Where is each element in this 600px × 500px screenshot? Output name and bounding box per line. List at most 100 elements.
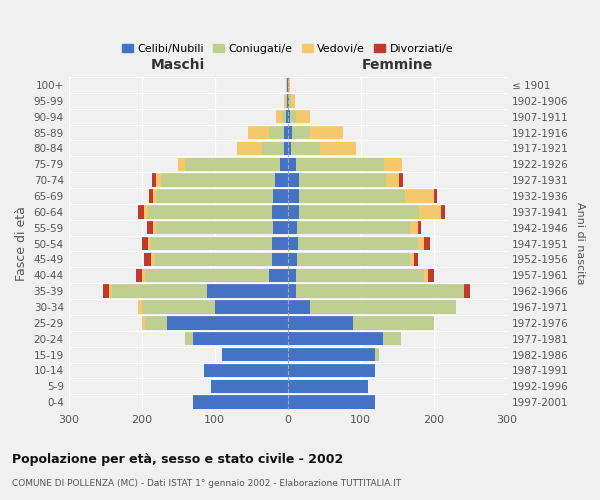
- Bar: [434, 189, 437, 202]
- Bar: [284, 94, 286, 108]
- Bar: [161, 174, 275, 187]
- Bar: [424, 268, 428, 282]
- Bar: [290, 110, 296, 124]
- Bar: [272, 205, 287, 218]
- Bar: [419, 205, 441, 218]
- Bar: [148, 205, 272, 218]
- Bar: [287, 78, 289, 92]
- Bar: [103, 284, 109, 298]
- Bar: [287, 364, 376, 377]
- Bar: [287, 380, 368, 393]
- Text: Maschi: Maschi: [151, 58, 205, 72]
- Bar: [428, 268, 434, 282]
- Bar: [414, 252, 418, 266]
- Bar: [441, 205, 445, 218]
- Bar: [418, 221, 421, 234]
- Bar: [287, 174, 299, 187]
- Bar: [193, 396, 287, 409]
- Bar: [142, 316, 145, 330]
- Bar: [155, 174, 161, 187]
- Text: Femmine: Femmine: [362, 58, 433, 72]
- Bar: [297, 252, 410, 266]
- Bar: [276, 110, 282, 124]
- Bar: [290, 142, 320, 155]
- Bar: [299, 205, 419, 218]
- Bar: [292, 94, 295, 108]
- Bar: [144, 252, 151, 266]
- Bar: [222, 348, 287, 362]
- Bar: [464, 284, 470, 298]
- Bar: [152, 189, 156, 202]
- Bar: [185, 332, 193, 345]
- Bar: [384, 158, 403, 171]
- Bar: [287, 189, 299, 202]
- Bar: [142, 237, 148, 250]
- Bar: [236, 142, 262, 155]
- Bar: [296, 110, 310, 124]
- Bar: [287, 332, 383, 345]
- Bar: [208, 284, 287, 298]
- Bar: [376, 348, 379, 362]
- Y-axis label: Fasce di età: Fasce di età: [15, 206, 28, 281]
- Bar: [353, 316, 434, 330]
- Bar: [156, 221, 273, 234]
- Bar: [272, 252, 287, 266]
- Bar: [287, 300, 310, 314]
- Bar: [136, 268, 142, 282]
- Bar: [410, 221, 418, 234]
- Bar: [273, 189, 287, 202]
- Legend: Celibi/Nubili, Coniugati/e, Vedovi/e, Divorziati/e: Celibi/Nubili, Coniugati/e, Vedovi/e, Di…: [118, 39, 458, 58]
- Bar: [287, 126, 292, 140]
- Bar: [112, 284, 208, 298]
- Bar: [144, 205, 148, 218]
- Bar: [145, 316, 167, 330]
- Bar: [151, 237, 272, 250]
- Bar: [287, 252, 297, 266]
- Bar: [262, 142, 284, 155]
- Bar: [296, 268, 424, 282]
- Bar: [273, 221, 287, 234]
- Bar: [296, 158, 384, 171]
- Bar: [287, 268, 296, 282]
- Bar: [386, 174, 400, 187]
- Bar: [269, 268, 287, 282]
- Bar: [152, 174, 155, 187]
- Text: COMUNE DI POLLENZA (MC) - Dati ISTAT 1° gennaio 2002 - Elaborazione TUTTITALIA.I: COMUNE DI POLLENZA (MC) - Dati ISTAT 1° …: [12, 479, 401, 488]
- Bar: [148, 237, 151, 250]
- Bar: [145, 268, 269, 282]
- Bar: [269, 126, 284, 140]
- Bar: [282, 110, 286, 124]
- Bar: [287, 158, 296, 171]
- Bar: [292, 126, 310, 140]
- Bar: [310, 300, 455, 314]
- Bar: [151, 252, 155, 266]
- Bar: [211, 380, 287, 393]
- Bar: [193, 332, 287, 345]
- Y-axis label: Anni di nascita: Anni di nascita: [575, 202, 585, 285]
- Bar: [299, 189, 404, 202]
- Bar: [149, 189, 152, 202]
- Bar: [152, 221, 156, 234]
- Bar: [142, 300, 215, 314]
- Bar: [287, 221, 297, 234]
- Bar: [289, 78, 290, 92]
- Bar: [287, 94, 289, 108]
- Bar: [138, 205, 144, 218]
- Bar: [138, 300, 142, 314]
- Bar: [289, 94, 292, 108]
- Bar: [286, 110, 287, 124]
- Bar: [298, 237, 418, 250]
- Bar: [424, 237, 430, 250]
- Bar: [272, 237, 287, 250]
- Bar: [287, 396, 376, 409]
- Bar: [400, 174, 403, 187]
- Bar: [287, 110, 290, 124]
- Bar: [109, 284, 112, 298]
- Bar: [299, 174, 386, 187]
- Bar: [418, 237, 424, 250]
- Bar: [320, 142, 356, 155]
- Bar: [287, 237, 298, 250]
- Bar: [215, 300, 287, 314]
- Bar: [204, 364, 287, 377]
- Bar: [167, 316, 287, 330]
